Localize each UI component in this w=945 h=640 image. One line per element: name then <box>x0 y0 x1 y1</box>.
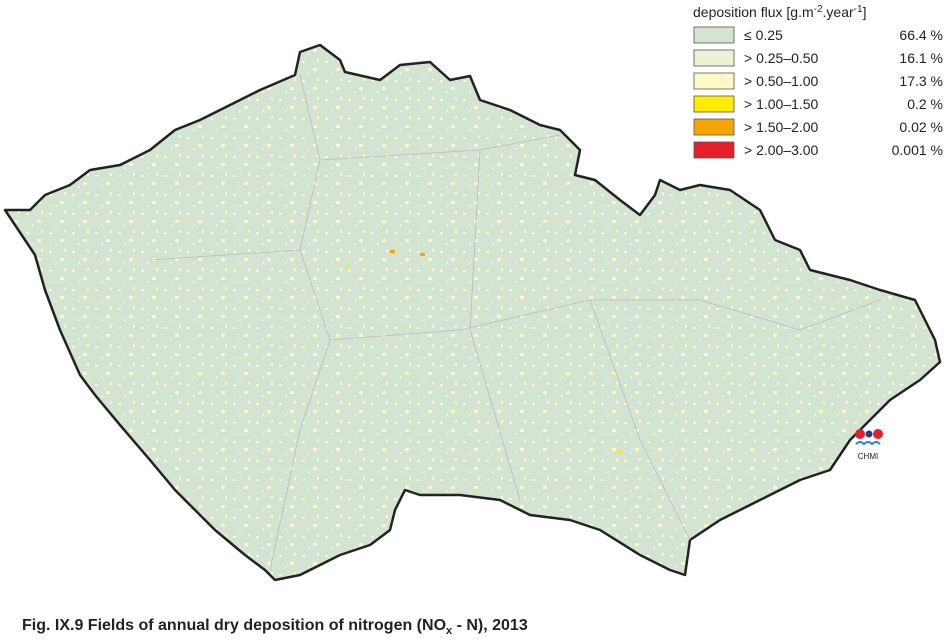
legend-share: 16.1 % <box>899 50 943 66</box>
hotspots <box>345 250 622 454</box>
legend-share: 0.2 % <box>907 96 943 112</box>
country-outline <box>3 43 942 582</box>
legend-label: > 1.50–2.00 <box>744 119 819 135</box>
legend-swatch <box>693 72 735 90</box>
caption-text: - N), 2013 <box>452 617 528 634</box>
legend-swatch <box>693 49 735 67</box>
legend-share: 17.3 % <box>899 73 943 89</box>
legend-title-text: deposition flux [g.m <box>693 4 814 20</box>
legend-label: > 0.25–0.50 <box>744 50 819 66</box>
legend-title-text: .year <box>823 4 854 20</box>
legend-share: 0.001 % <box>892 142 943 158</box>
legend-swatch <box>693 26 735 44</box>
legend-title-sup: -2 <box>814 4 823 15</box>
caption-text: Fig. IX.9 Fields of annual dry depositio… <box>22 617 446 634</box>
legend-label: > 0.50–1.00 <box>744 73 819 89</box>
legend-label: > 2.00–3.00 <box>744 142 819 158</box>
legend-title-text: ] <box>863 4 867 20</box>
caption-sub: x <box>446 625 453 637</box>
legend-swatch <box>693 141 735 159</box>
region-borders <box>149 74 881 571</box>
legend: ≤ 0.25 66.4 % > 0.25–0.50 16.1 % > 0.50–1.00… <box>693 26 943 159</box>
caption: Fig. IX.9 Fields of annual dry depositio… <box>22 617 528 637</box>
legend-label: > 1.00–1.50 <box>744 96 819 112</box>
legend-swatch <box>693 95 735 113</box>
legend-share: 66.4 % <box>899 27 943 43</box>
legend-title-sup: -1 <box>854 4 863 15</box>
legend-label: ≤ 0.25 <box>744 27 783 43</box>
legend-swatch <box>693 118 735 136</box>
legend-title: deposition flux [g.m-2.year-1] <box>693 4 866 20</box>
logo: CHMI <box>855 429 883 461</box>
logo-text: CHMI <box>858 452 878 461</box>
legend-share: 0.02 % <box>899 119 943 135</box>
